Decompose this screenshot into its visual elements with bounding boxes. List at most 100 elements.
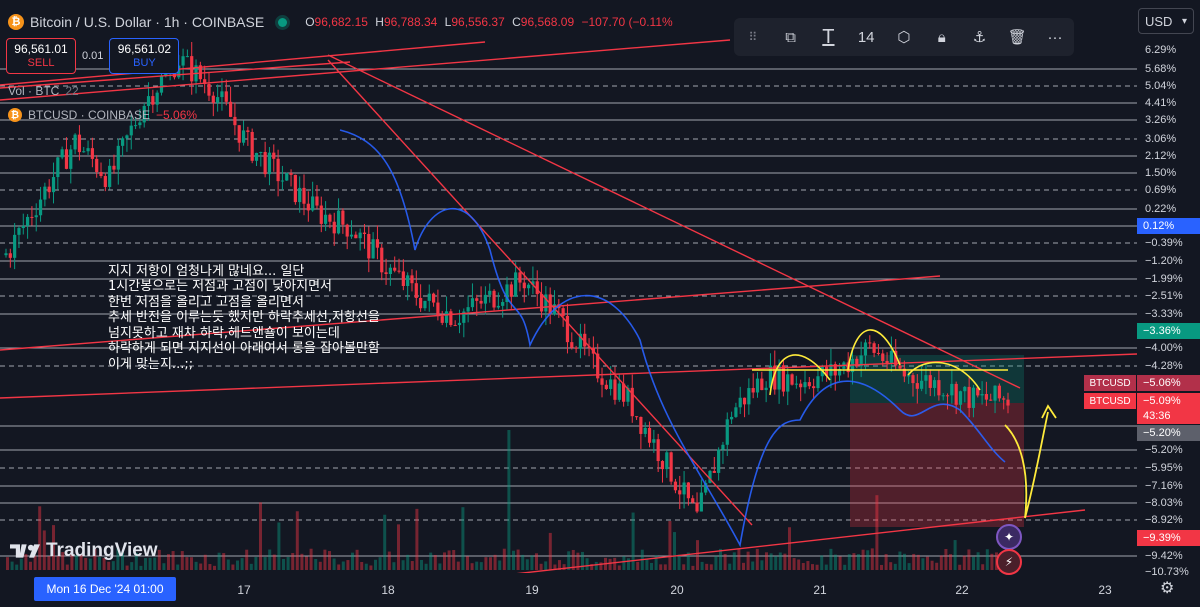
volume-bar xyxy=(157,549,161,570)
candle-body xyxy=(267,152,272,175)
candle-body xyxy=(881,353,885,361)
sparkle-icon[interactable]: ✦ xyxy=(996,524,1022,550)
volume-bar xyxy=(912,553,916,570)
candle-body xyxy=(324,214,328,224)
volume-bar xyxy=(903,553,906,570)
volume-bar xyxy=(88,558,92,570)
candle-body xyxy=(285,173,289,181)
price-tick-label: 2.12% xyxy=(1145,150,1177,162)
candle-body xyxy=(872,343,876,353)
candle-body xyxy=(198,65,202,80)
candle-body xyxy=(647,427,652,443)
candle-body xyxy=(436,302,440,317)
volume-bar xyxy=(774,555,778,570)
chevron-down-icon: ▾ xyxy=(1181,15,1187,27)
volume-bar xyxy=(144,558,147,570)
candle-body xyxy=(907,375,911,377)
volume-bar xyxy=(939,555,943,570)
candle-body xyxy=(678,490,682,495)
candle-body xyxy=(336,210,341,234)
settings-hexagon-icon[interactable]: ⬡ xyxy=(897,29,911,46)
candle-body xyxy=(958,391,963,405)
volume-bar xyxy=(24,554,28,570)
trash-icon[interactable]: 🗑︎ xyxy=(1007,29,1027,46)
volume-bar xyxy=(130,562,134,570)
volume-bar xyxy=(709,564,713,570)
lightning-icon[interactable]: ⚡︎ xyxy=(996,549,1022,575)
gear-icon[interactable]: ⚙ xyxy=(1160,580,1175,597)
candle-body xyxy=(920,380,924,389)
candle-body xyxy=(963,386,967,392)
anchor-icon[interactable]: ⚓︎ xyxy=(972,29,987,46)
volume-bar xyxy=(272,554,276,570)
volume-bar xyxy=(792,558,796,570)
buy-button[interactable]: 96,561.02 BUY xyxy=(109,38,180,74)
price-tick-label: 1.50% xyxy=(1145,167,1177,179)
red-price-tag: −9.39% xyxy=(1137,530,1200,546)
time-axis[interactable]: Mon 16 Dec '24 01:00 17 18 19 20 21 22 23 xyxy=(0,573,1137,607)
volume-bar xyxy=(102,557,106,570)
trend-line xyxy=(0,275,941,351)
volume-bar xyxy=(433,555,437,570)
more-icon[interactable]: ··· xyxy=(1047,28,1063,46)
sell-price: 96,561.01 xyxy=(14,42,68,56)
volume-bar xyxy=(778,552,782,570)
btcusd-value-1: −5.06% xyxy=(1137,375,1200,391)
lock-icon[interactable]: 🔒︎ xyxy=(937,28,946,46)
volume-bar xyxy=(268,549,272,570)
volume-bar xyxy=(291,553,295,570)
candle-body xyxy=(95,158,99,173)
candle-body xyxy=(13,234,17,258)
candle-body xyxy=(729,416,734,420)
volume-bar xyxy=(277,522,281,570)
ohlc-values: O96,682.15 H96,788.34 L96,556.37 C96,568… xyxy=(305,15,673,29)
volume-bar xyxy=(525,559,529,570)
candle-body xyxy=(345,224,349,237)
symbol-title[interactable]: Bitcoin / U.S. Dollar · 1h · COINBASE xyxy=(30,14,265,30)
candle-body xyxy=(470,298,475,308)
candle-body xyxy=(272,152,276,159)
volume-bar xyxy=(985,549,989,570)
candle-body xyxy=(21,225,25,229)
template-icon[interactable]: ⧉ xyxy=(785,28,796,46)
candle-body xyxy=(211,95,215,103)
volume-bar xyxy=(512,550,515,570)
bitcoin-compare-icon: ₿ xyxy=(8,108,22,122)
compare-legend[interactable]: ₿ BTCUSD · COINBASE −5.06% xyxy=(8,108,197,122)
volume-bar xyxy=(406,554,410,570)
candle-body xyxy=(639,416,643,434)
volume-bar xyxy=(834,554,837,570)
currency-select[interactable]: USD ▾ xyxy=(1138,8,1194,34)
price-chart[interactable] xyxy=(0,0,1137,573)
candle-body xyxy=(30,216,34,218)
volume-bar xyxy=(125,565,129,570)
volume-bar xyxy=(654,555,658,570)
candle-body xyxy=(259,152,263,154)
volume-bar xyxy=(571,549,575,570)
volume-bar xyxy=(300,553,304,570)
volume-bar xyxy=(677,554,681,570)
candle-body xyxy=(241,130,246,143)
volume-bar xyxy=(190,557,193,570)
candle-body xyxy=(634,416,639,418)
candle-body xyxy=(414,283,418,298)
candle-body xyxy=(855,358,859,367)
sell-button[interactable]: 96,561.01 SELL xyxy=(6,38,76,74)
close-value: 96,568.09 xyxy=(520,15,575,29)
drag-handle-icon[interactable]: ⠿ xyxy=(748,30,758,44)
candle-body xyxy=(401,271,405,287)
candle-body xyxy=(159,76,164,93)
candle-body xyxy=(868,342,872,344)
candle-body xyxy=(742,397,747,405)
text-tool-icon[interactable]: T xyxy=(822,25,835,48)
annotation-text[interactable]: 지지 저항이 엄청나게 많네요... 일단 1시간봉으로는 저점과 고점이 낮아지… xyxy=(108,263,380,372)
candle-body xyxy=(73,134,77,150)
price-axis[interactable]: 6.29% 5.68% 5.04% 4.41% 3.26% 3.06% 2.12% 1.50%… xyxy=(1137,0,1200,578)
candle-body xyxy=(539,294,544,312)
volume-bar xyxy=(410,561,414,570)
font-size-value[interactable]: 14 xyxy=(857,28,875,46)
volume-legend[interactable]: Vol · BTC 22 xyxy=(8,84,79,98)
candle-body xyxy=(237,125,241,143)
volume-bar xyxy=(259,502,262,570)
candle-body xyxy=(669,452,673,482)
